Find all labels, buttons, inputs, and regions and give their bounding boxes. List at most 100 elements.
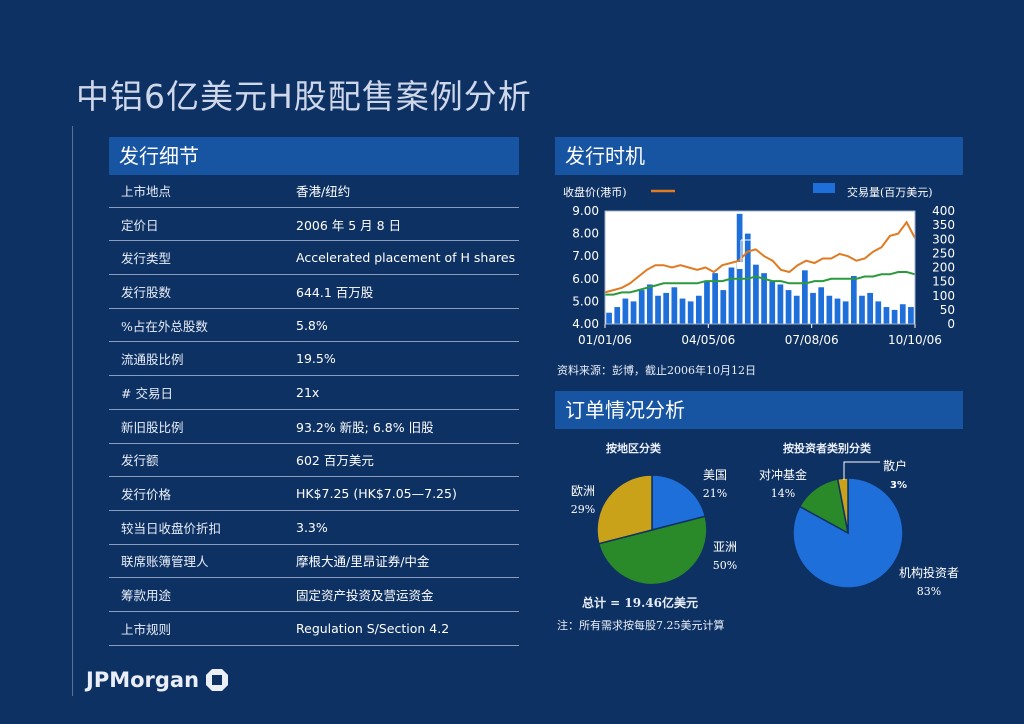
table-row: 定价日 2006 年 5 月 8 日: [109, 208, 519, 242]
x-tick-label: 04/05/06: [681, 333, 735, 347]
y-right-tick-label: 300: [932, 232, 955, 246]
total-amount: 总计 = 19.46亿美元: [582, 596, 698, 610]
y-right-tick-label: 200: [932, 261, 955, 275]
timing-header: 发行时机: [555, 137, 963, 175]
table-row: 较当日收盘价折扣 3.3%: [109, 511, 519, 545]
row-label: 发行股数: [121, 284, 172, 300]
pie1-title: 按地区分类: [606, 442, 661, 455]
volume-bar: [753, 264, 759, 324]
pie-label-name: 对冲基金: [759, 467, 807, 482]
volume-bar: [850, 275, 857, 324]
row-value: 602 百万美元: [296, 453, 374, 469]
pie-label-name: 欧洲: [571, 484, 595, 498]
volume-bar: [867, 292, 873, 324]
row-label: 发行类型: [121, 251, 172, 267]
y-right-tick-label: 150: [932, 275, 955, 289]
y-left-tick-label: 5.00: [572, 294, 599, 308]
volume-bar: [842, 301, 849, 324]
page-title: 中铝6亿美元H股配售案例分析: [76, 77, 532, 116]
pie-label-pct: 50%: [713, 559, 737, 572]
row-label: 定价日: [121, 217, 159, 233]
volume-bar: [679, 298, 686, 324]
y-right-tick-label: 0: [947, 317, 955, 331]
volume-bar: [777, 284, 784, 324]
row-label: 上市地点: [121, 183, 172, 199]
volume-bar: [655, 295, 661, 324]
y-left-tick-label: 8.00: [572, 227, 599, 241]
source-note: 资料来源：彭博，截止2006年10月12日: [557, 364, 756, 377]
octagon-icon: [206, 669, 229, 691]
row-label: 发行价格: [121, 487, 172, 503]
pie-charts: 美国 21% 亚洲 50% 欧洲 29% 机构投资者 83% 对冲基金 14% 散户 3%: [571, 458, 959, 598]
volume-bar: [647, 284, 653, 324]
y-left-tick-label: 6.00: [572, 272, 599, 286]
price-line: [604, 220, 916, 294]
volume-bar: [826, 295, 833, 324]
row-value: 5.8%: [296, 317, 328, 333]
volume-bar: [614, 307, 621, 324]
row-value: 644.1 百万股: [296, 284, 374, 300]
table-row: 发行类型 Accelerated placement of H shares: [109, 241, 519, 276]
volume-bar: [720, 290, 727, 324]
volume-bar: [785, 290, 792, 324]
table-row: %占在外总股数 5.8%: [109, 309, 519, 343]
pie-slice: [597, 515, 708, 586]
x-tick-label: 01/01/06: [578, 333, 632, 347]
pricing-note: 注：所有需求按每股7.25美元计算: [557, 619, 725, 632]
volume-bar: [695, 295, 702, 324]
volume-bar: [712, 273, 718, 324]
row-value: 固定资产投资及营运资金: [296, 588, 434, 604]
volume-bar: [875, 301, 882, 324]
y-right-tick-label: 400: [932, 204, 955, 218]
row-value: Regulation S/Section 4.2: [296, 620, 450, 636]
stock-chart: 收盘价(港币) 交易量(百万美元) 4.00 5.00 6.00 7.00 8.00 9.…: [563, 183, 955, 347]
plot-area: 4.005.006.007.008.009.000501001502002503…: [572, 204, 955, 347]
investor-pie: [792, 477, 904, 589]
logo-text: JPMorgan: [86, 668, 200, 692]
row-label: 新旧股比例: [121, 419, 184, 435]
table-row: # 交易日 21x: [109, 376, 519, 410]
volume-bar: [793, 295, 800, 324]
table-row: 上市规则 Regulation S/Section 4.2: [109, 612, 519, 646]
volume-bar: [818, 287, 825, 324]
table-row: 筹款用途 固定资产投资及营运资金: [109, 578, 519, 612]
volume-bar: [671, 287, 678, 324]
y-right-tick-label: 50: [940, 303, 955, 317]
table-row: 上市地点 香港/纽约: [109, 174, 519, 208]
volume-bar: [891, 309, 898, 324]
row-label: 联席账簿管理人: [121, 554, 209, 570]
pie-label-pct: 83%: [917, 585, 941, 598]
volume-bar: [638, 290, 645, 324]
divider-line: [72, 126, 73, 696]
row-label: 较当日收盘价折扣: [121, 520, 222, 536]
pie-label-name: 亚洲: [713, 540, 737, 554]
y-right-tick-label: 250: [932, 246, 955, 260]
pie2-title: 按投资者类别分类: [783, 442, 871, 455]
volume-bar: [728, 267, 735, 324]
pie-label-name: 散户: [883, 458, 907, 473]
pie-label-name: 美国: [703, 468, 727, 482]
y-left-tick-label: 4.00: [572, 317, 599, 331]
row-value: 21x: [296, 384, 320, 400]
row-label: 筹款用途: [121, 588, 172, 604]
pie-label-pct: 21%: [703, 487, 727, 500]
volume-bar: [687, 301, 694, 324]
y-left-tick-label: 9.00: [572, 204, 599, 218]
details-table: 上市地点 香港/纽约 定价日 2006 年 5 月 8 日 发行类型 Accelera…: [109, 174, 519, 646]
volume-bar: [802, 270, 808, 324]
placement-label: 配售: [769, 233, 791, 247]
pie-slice: [836, 477, 849, 534]
volume-bar: [704, 281, 710, 324]
table-row: 新旧股比例 93.2% 新股; 6.8% 旧股: [109, 410, 519, 444]
volume-bar: [859, 295, 865, 324]
legend-volume-label: 交易量(百万美元): [847, 185, 933, 199]
pie-label-name: 机构投资者: [899, 565, 959, 580]
row-value: 3.3%: [296, 519, 328, 535]
row-label: 流通股比例: [121, 352, 184, 368]
volume-bar: [908, 307, 914, 324]
row-value: 93.2% 新股; 6.8% 旧股: [296, 419, 434, 435]
table-row: 联席账簿管理人 摩根大通/里昂证券/中金: [109, 545, 519, 579]
row-value: HK$7.25 (HK$7.05—7.25): [296, 486, 457, 502]
row-label: # 交易日: [121, 385, 173, 401]
pie-slice: [651, 474, 707, 531]
